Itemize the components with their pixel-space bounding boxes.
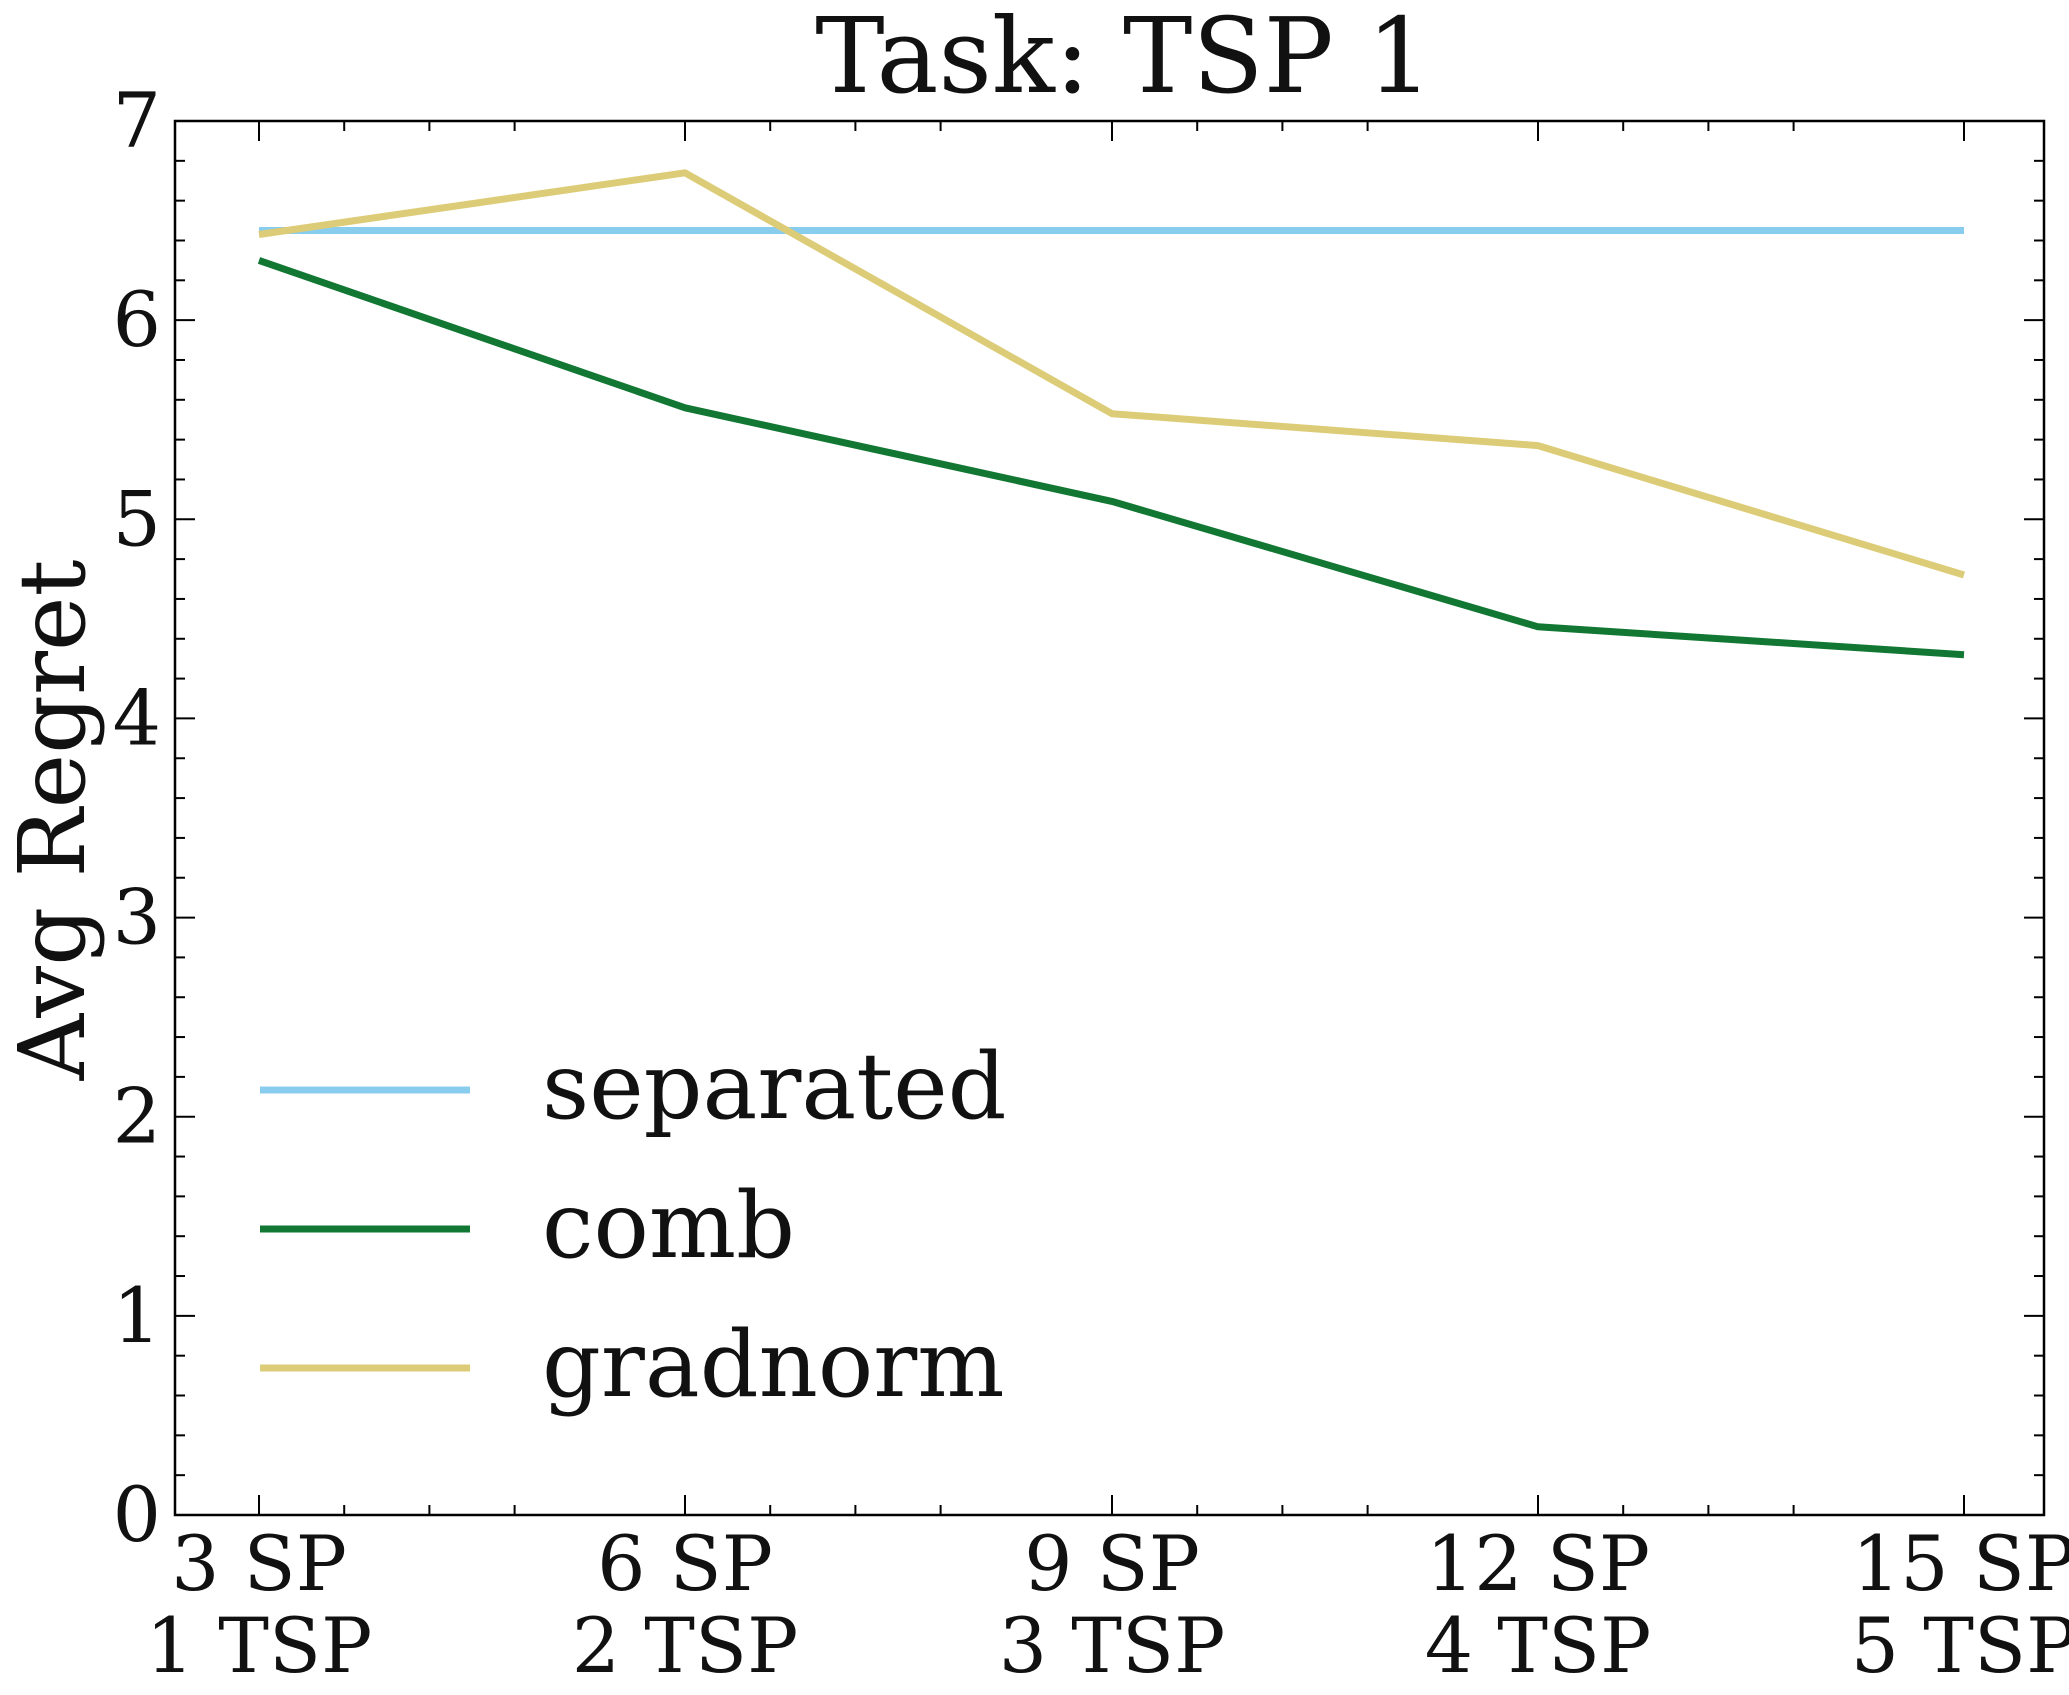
y-tick-label: 4 [113,673,161,762]
legend-label-comb: comb [542,1172,795,1279]
legend: separated comb gradnorm [260,1033,1007,1418]
y-tick-label: 3 [113,873,161,962]
y-tick-label: 1 [113,1271,161,1360]
x-tick-label: 9 SP [1024,1519,1200,1608]
y-tick-label: 6 [113,275,161,364]
legend-label-gradnorm: gradnorm [542,1311,1004,1418]
x-tick-label: 3 SP [171,1519,347,1608]
y-tick-label: 2 [113,1072,161,1161]
series-line-gradnorm [258,169,1966,579]
x-tick-label: 6 SP [597,1519,773,1608]
x-tick-label: 5 TSP [1851,1601,2069,1690]
series-line-comb [257,257,1965,659]
plot-lines [257,169,1966,659]
y-axis-ticks: 0 1 2 3 4 5 6 7 [113,76,2044,1559]
chart-title: Task: TSP 1 [815,0,1433,117]
y-tick-label: 0 [113,1470,161,1559]
y-tick-label: 5 [113,474,161,563]
y-tick-label: 7 [113,76,161,165]
x-tick-label: 4 TSP [1425,1601,1651,1690]
x-tick-label: 1 TSP [146,1601,372,1690]
x-tick-label: 2 TSP [572,1601,798,1690]
y-axis-label: Avg Regret [0,560,106,1082]
legend-label-separated: separated [542,1033,1007,1140]
x-tick-label: 3 TSP [999,1601,1225,1690]
plot-frame [173,119,2046,1517]
x-tick-label: 15 SP [1852,1519,2069,1608]
x-axis-ticks: 3 SP1 TSP 6 SP2 TSP 9 SP3 TSP 12 SP4 TSP 15 … [146,121,2069,1690]
x-tick-label: 12 SP [1426,1519,1650,1608]
